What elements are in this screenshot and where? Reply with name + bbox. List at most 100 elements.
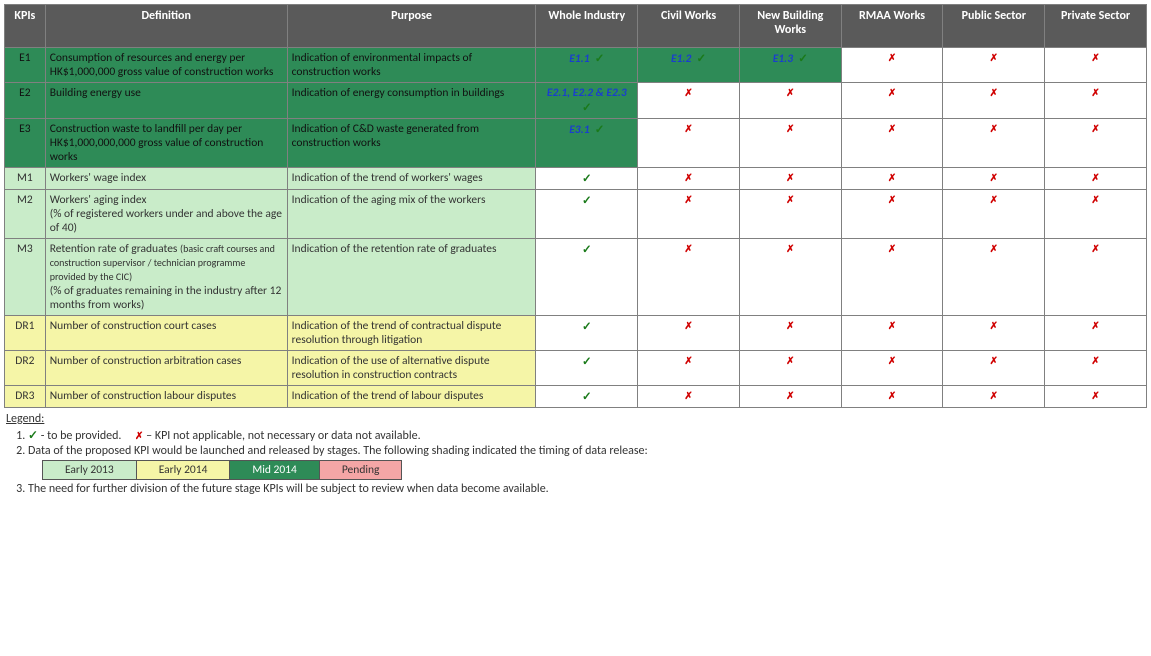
cross-icon: ✗: [990, 171, 998, 184]
segment-cell: ✓: [536, 386, 638, 408]
segment-cell: ✓: [536, 168, 638, 190]
segment-cell: ✗: [739, 190, 841, 239]
kpi-definition: Number of construction arbitration cases: [45, 351, 287, 386]
kpi-purpose: Indication of C&D waste generated from c…: [287, 119, 536, 168]
kpi-definition: Building energy use: [45, 83, 287, 119]
table-row: DR2Number of construction arbitration ca…: [5, 351, 1147, 386]
segment-cell: ✓: [536, 316, 638, 351]
shade-mid-2014: Mid 2014: [229, 460, 319, 480]
segment-cell: ✗: [1045, 168, 1147, 190]
segment-cell: E2.1, E2.2 & E2.3✓: [536, 83, 638, 119]
cross-icon: ✗: [786, 86, 794, 99]
segment-cell: ✗: [638, 119, 740, 168]
cross-icon: ✗: [990, 319, 998, 332]
tick-icon: ✓: [28, 429, 38, 443]
ref-label: E1.3: [773, 52, 793, 66]
segment-cell: ✗: [1045, 119, 1147, 168]
kpi-purpose: Indication of the trend of labour disput…: [287, 386, 536, 408]
legend: Legend: ✓ - to be provided. ✗ – KPI not …: [4, 412, 1147, 496]
cross-icon: ✗: [135, 429, 143, 442]
table-row: E3Construction waste to landfill per day…: [5, 119, 1147, 168]
segment-cell: ✗: [943, 83, 1045, 119]
ref-label: E1.1: [569, 52, 589, 66]
header-whole-industry: Whole Industry: [536, 5, 638, 48]
kpi-definition: Construction waste to landfill per day p…: [45, 119, 287, 168]
segment-cell: ✗: [739, 316, 841, 351]
segment-cell: ✗: [841, 239, 943, 316]
shade-early-2013: Early 2013: [42, 460, 137, 480]
cross-icon: ✗: [684, 122, 692, 135]
segment-cell: ✗: [739, 83, 841, 119]
ref-label: E3.1: [569, 123, 589, 137]
cross-icon: ✗: [1091, 122, 1099, 135]
segment-cell: ✗: [943, 119, 1045, 168]
segment-cell: ✗: [841, 351, 943, 386]
cross-icon: ✗: [786, 354, 794, 367]
kpi-definition: Number of construction court cases: [45, 316, 287, 351]
segment-cell: ✗: [1045, 386, 1147, 408]
kpi-purpose: Indication of environmental impacts of c…: [287, 48, 536, 83]
segment-cell: ✗: [739, 119, 841, 168]
segment-cell: ✗: [739, 168, 841, 190]
legend-shade-row: Early 2013Early 2014Mid 2014Pending: [42, 460, 1147, 480]
tick-icon: ✓: [582, 172, 592, 186]
cross-icon: ✗: [888, 389, 896, 402]
cross-icon: ✗: [888, 51, 896, 64]
kpi-code: DR3: [5, 386, 46, 408]
cross-icon: ✗: [684, 389, 692, 402]
kpi-code: M3: [5, 239, 46, 316]
cross-icon: ✗: [990, 122, 998, 135]
shade-early-2014: Early 2014: [136, 460, 231, 480]
cross-icon: ✗: [1091, 171, 1099, 184]
kpi-purpose: Indication of the trend of contractual d…: [287, 316, 536, 351]
header-private-sector: Private Sector: [1045, 5, 1147, 48]
kpi-code: E1: [5, 48, 46, 83]
kpi-purpose: Indication of the retention rate of grad…: [287, 239, 536, 316]
cross-icon: ✗: [990, 242, 998, 255]
tick-icon: ✓: [595, 123, 605, 137]
cross-icon: ✗: [1091, 389, 1099, 402]
kpi-purpose: Indication of energy consumption in buil…: [287, 83, 536, 119]
kpi-code: DR1: [5, 316, 46, 351]
kpi-definition: Workers' aging index(% of registered wor…: [45, 190, 287, 239]
cross-icon: ✗: [888, 319, 896, 332]
table-row: M3Retention rate of graduates (basic cra…: [5, 239, 1147, 316]
segment-cell: ✗: [739, 386, 841, 408]
segment-cell: ✗: [1045, 190, 1147, 239]
cross-icon: ✗: [888, 193, 896, 206]
kpi-code: DR2: [5, 351, 46, 386]
tick-icon: ✓: [582, 355, 592, 369]
header-row: KPIs Definition Purpose Whole Industry C…: [5, 5, 1147, 48]
kpi-definition: Number of construction labour disputes: [45, 386, 287, 408]
segment-cell: ✗: [841, 83, 943, 119]
segment-cell: ✗: [1045, 48, 1147, 83]
cross-icon: ✗: [684, 242, 692, 255]
table-row: M2Workers' aging index(% of registered w…: [5, 190, 1147, 239]
segment-cell: ✗: [1045, 316, 1147, 351]
kpi-purpose: Indication of the aging mix of the worke…: [287, 190, 536, 239]
cross-icon: ✗: [990, 86, 998, 99]
kpi-purpose: Indication of the trend of workers' wage…: [287, 168, 536, 190]
cross-icon: ✗: [888, 171, 896, 184]
cross-icon: ✗: [786, 171, 794, 184]
cross-icon: ✗: [990, 389, 998, 402]
segment-cell: ✗: [943, 190, 1045, 239]
cross-icon: ✗: [684, 171, 692, 184]
segment-cell: E3.1 ✓: [536, 119, 638, 168]
cross-icon: ✗: [786, 389, 794, 402]
table-row: DR3Number of construction labour dispute…: [5, 386, 1147, 408]
cross-icon: ✗: [684, 354, 692, 367]
cross-icon: ✗: [786, 193, 794, 206]
cross-icon: ✗: [684, 319, 692, 332]
cross-icon: ✗: [1091, 193, 1099, 206]
cross-icon: ✗: [684, 193, 692, 206]
header-purpose: Purpose: [287, 5, 536, 48]
cross-icon: ✗: [888, 122, 896, 135]
tick-icon: ✓: [582, 243, 592, 257]
segment-cell: ✗: [638, 190, 740, 239]
kpi-definition: Workers' wage index: [45, 168, 287, 190]
segment-cell: ✗: [943, 168, 1045, 190]
kpi-code: M2: [5, 190, 46, 239]
segment-cell: ✗: [943, 386, 1045, 408]
segment-cell: ✓: [536, 351, 638, 386]
